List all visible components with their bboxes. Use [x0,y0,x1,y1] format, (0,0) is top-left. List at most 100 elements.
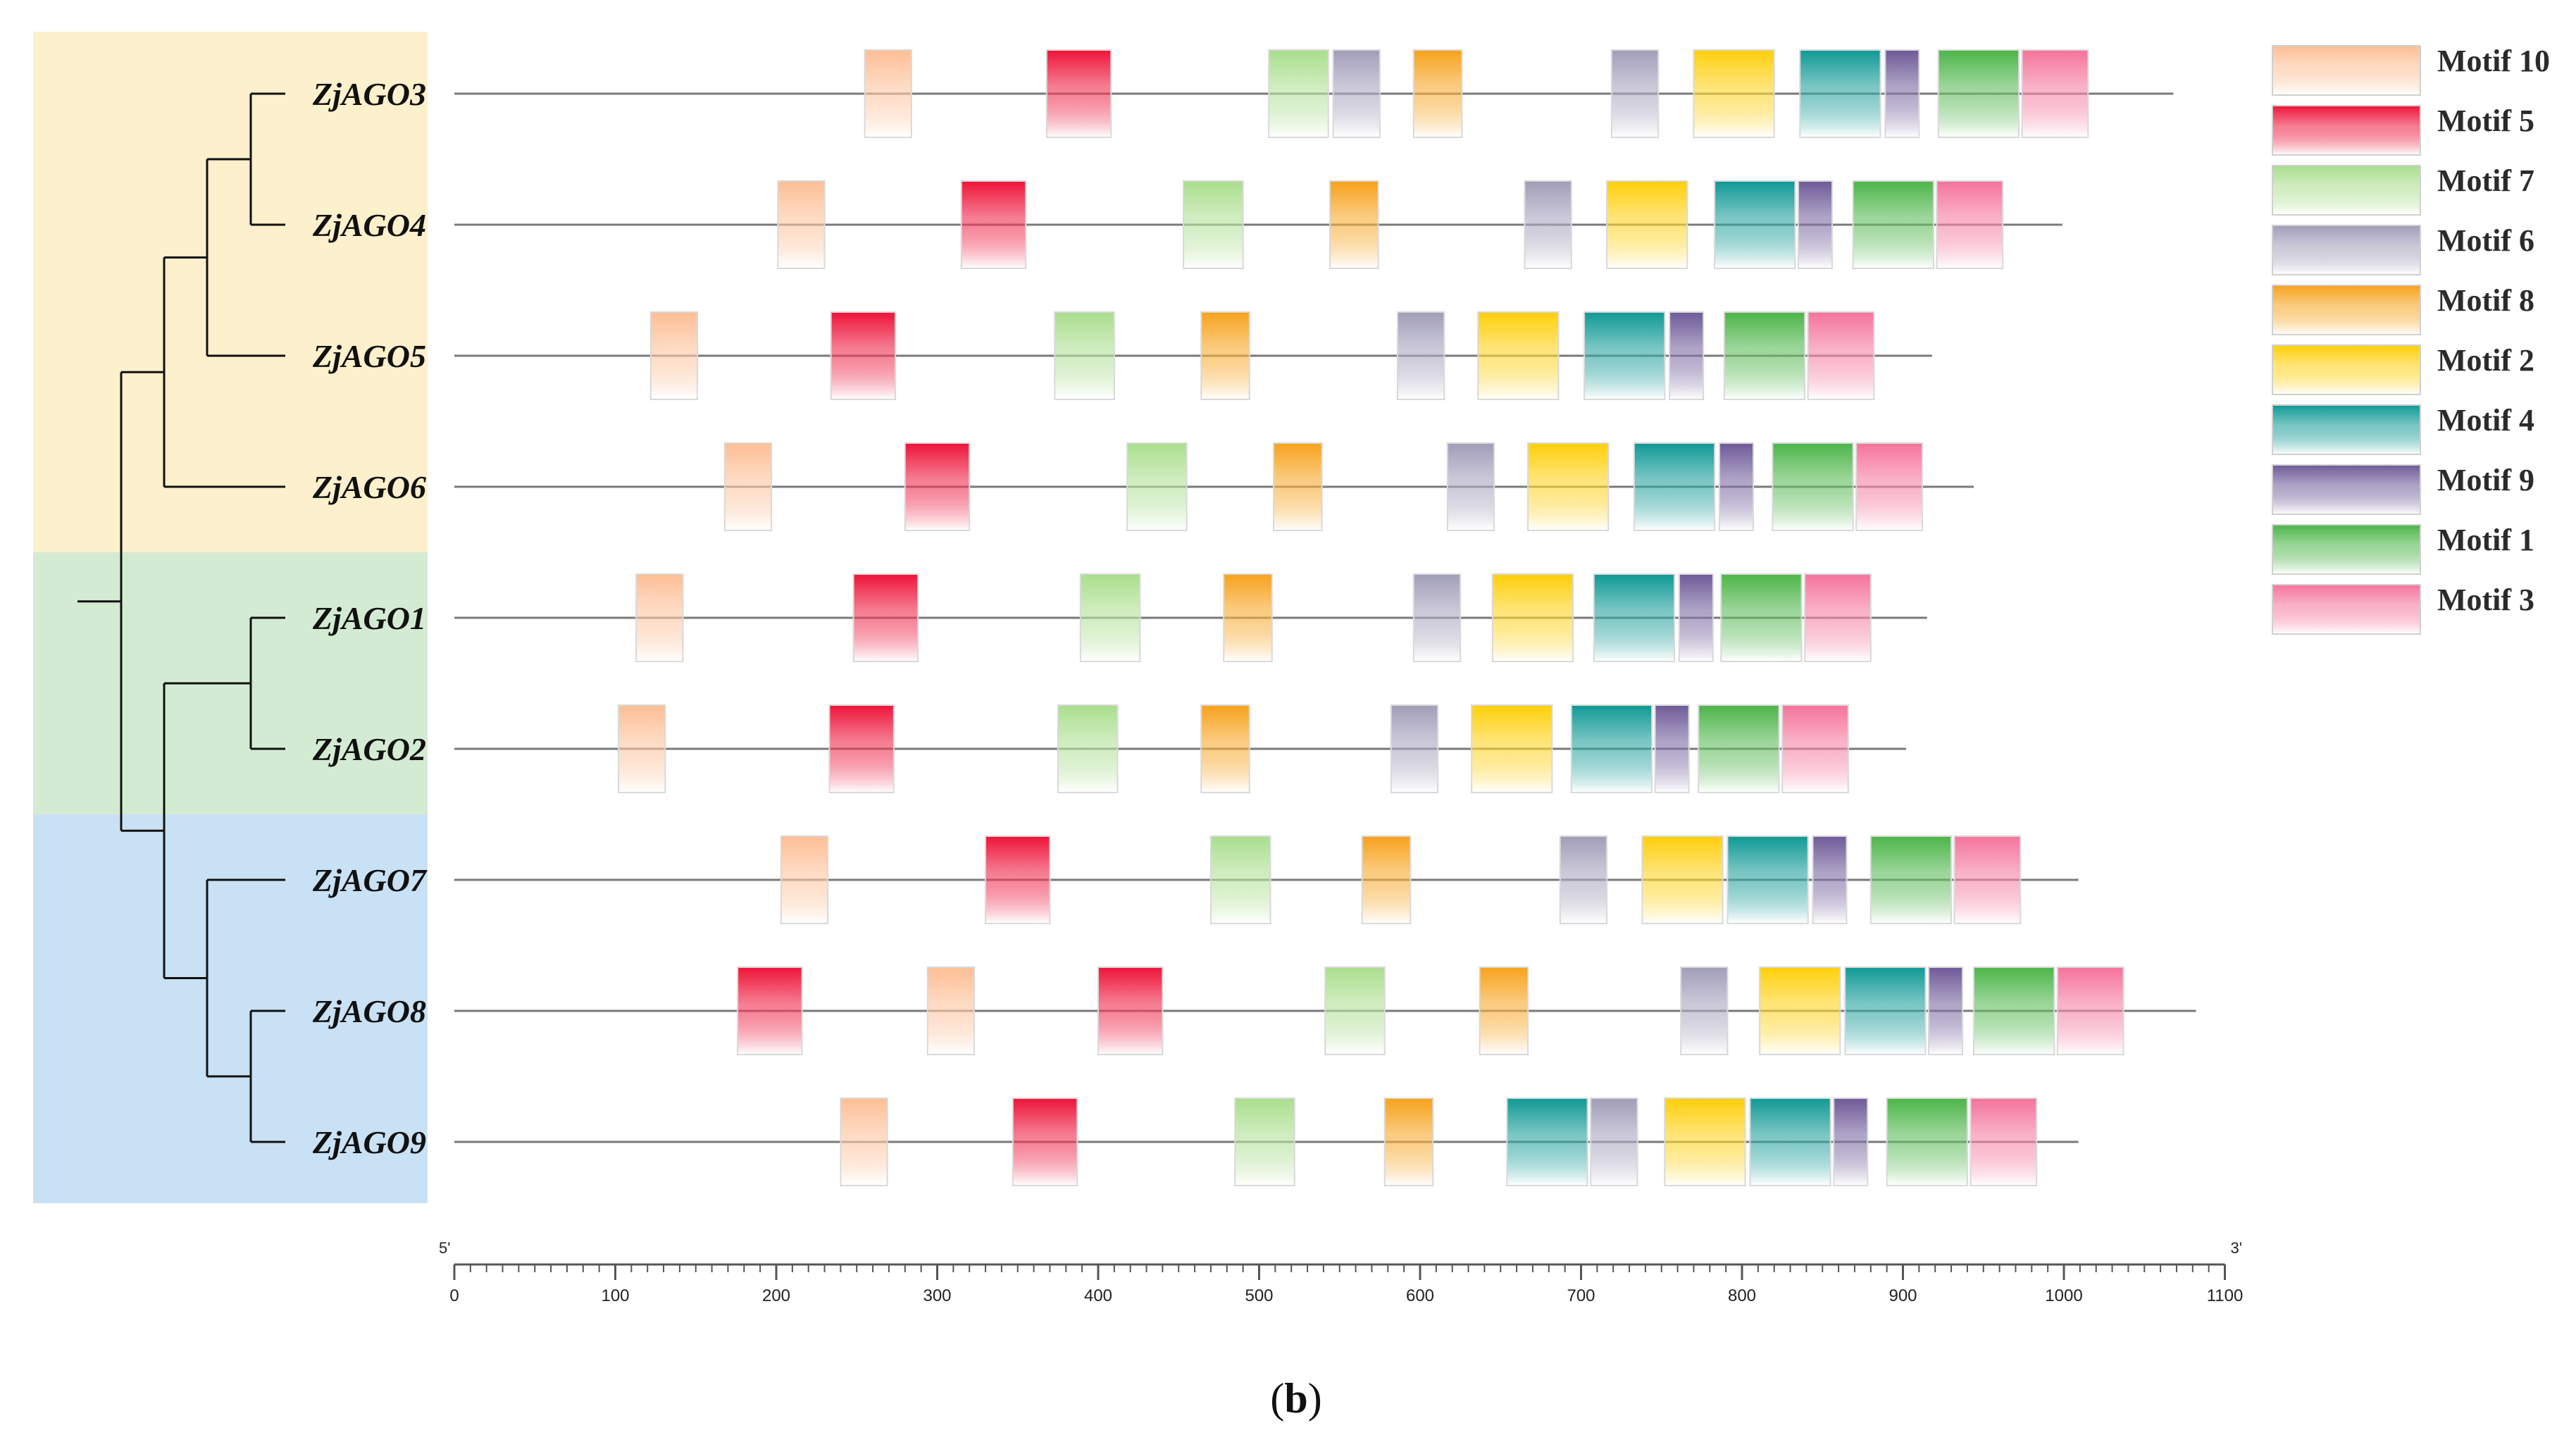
motif-box-m10 [780,835,829,924]
legend-swatch [2272,584,2421,635]
motif-box-m9 [1669,311,1705,400]
axis-tick-label: 600 [1406,1286,1434,1305]
axis-tick-label: 800 [1728,1286,1756,1305]
motif-box-m5 [960,180,1027,269]
axis-tick-label: 300 [923,1286,951,1305]
motif-box-m2 [1759,966,1841,1055]
motif-box-m8 [1273,442,1323,531]
axis-tick-label: 400 [1084,1286,1112,1305]
motif-box-m4 [1799,49,1881,138]
legend-swatch [2272,344,2421,395]
motif-legend: Motif 10 Motif 5 Motif 7 Motif 6 Motif 8 Moti… [2272,44,2550,635]
axis-tick-label: 0 [449,1286,459,1305]
motif-box-m2 [1527,442,1610,531]
clade-yellow-band [33,32,428,552]
axis-tick-label: 100 [601,1286,629,1305]
motif-box-m4 [1714,180,1796,269]
motif-box-m6 [1412,573,1462,662]
legend-label: Motif 9 [2437,463,2534,497]
legend-item-m10: Motif 10 [2272,44,2550,96]
motif-box-m9 [1928,966,1964,1055]
motif-box-m6 [1524,180,1572,269]
motif-box-m7 [1054,311,1115,400]
legend-label: Motif 10 [2437,44,2550,78]
legend-swatch [2272,225,2421,275]
axis-3prime-label: 3' [2231,1239,2242,1257]
legend-item-m4: Motif 4 [2272,403,2534,455]
legend-swatch [2272,464,2421,515]
motif-box-m5 [904,442,971,531]
length-axis: 0 100 200 300 400 500 600 700 800 900 1000 1100 5' 3' [439,1239,2243,1305]
motif-box-m9 [1884,49,1920,138]
motif-box-m8 [1361,835,1412,924]
motif-box-m1 [1698,704,1780,793]
panel-label-letter: b [1284,1375,1307,1422]
motif-box-m8 [1383,1098,1434,1186]
motif-box-m8 [1200,704,1250,793]
legend-label: Motif 2 [2437,343,2534,378]
motif-box-m10 [635,573,684,662]
motif-box-m3 [1804,573,1872,662]
motif-box-m4 [1506,1098,1588,1186]
motif-box-m10 [864,49,912,138]
gene-row-zjago2: ZjAGO2 [312,704,1907,793]
motif-box-m7 [1268,49,1329,138]
panel-label-open: ( [1270,1375,1284,1422]
motif-box-m2 [1477,311,1560,400]
motif-box-m8 [1200,311,1250,400]
axis-5prime-label: 5' [439,1239,450,1257]
gene-label: ZjAGO4 [312,207,426,243]
motif-box-m5 [1045,49,1112,138]
motif-box-m10 [777,180,826,269]
legend-label: Motif 3 [2437,583,2534,617]
motif-box-m5 [830,311,897,400]
motif-box-m3 [1953,835,2022,924]
motif-box-m5 [852,573,919,662]
axis-tick-label: 1100 [2207,1286,2244,1305]
legend-label: Motif 6 [2437,223,2534,258]
motif-box-m1 [1720,573,1803,662]
legend-label: Motif 5 [2437,104,2534,138]
motif-box-m1 [1937,49,2020,138]
motif-box-m4 [1749,1098,1831,1186]
legend-item-m9: Motif 9 [2272,463,2534,515]
legend-swatch [2272,45,2421,96]
motif-box-m7 [1209,835,1271,924]
motif-box-m1 [1869,835,1953,924]
motif-box-m8 [1412,49,1463,138]
motif-box-m7 [1183,180,1244,269]
gene-label: ZjAGO9 [312,1124,426,1160]
legend-item-m7: Motif 7 [2272,163,2534,216]
motif-box-m4 [1844,966,1927,1055]
gene-label: ZjAGO5 [312,338,426,374]
motif-box-m5 [1097,966,1164,1055]
legend-swatch [2272,524,2421,575]
gene-row-zjago7: ZjAGO7 [312,835,2079,924]
motif-box-m1 [1886,1098,1968,1186]
motif-box-m1 [1723,311,1806,400]
legend-label: Motif 7 [2437,163,2534,198]
motif-box-m8 [1329,180,1379,269]
motif-box-m9 [1719,442,1754,531]
motif-box-m3 [1970,1098,2038,1186]
motif-box-m9 [1678,573,1714,662]
axis-tick-label: 500 [1245,1286,1273,1305]
gene-row-zjago8: ZjAGO8 [312,966,2196,1055]
motif-box-m5 [737,966,803,1055]
phylogenetic-tree [77,92,285,1143]
motif-box-m6 [1332,49,1381,138]
legend-label: Motif 1 [2437,523,2534,557]
motif-box-m7 [1057,704,1119,793]
legend-item-m3: Motif 3 [2272,583,2534,635]
motif-box-m7 [1079,573,1141,662]
motif-box-m9 [1797,180,1833,269]
motif-box-m1 [1852,180,1934,269]
gene-row-zjago6: ZjAGO6 [312,442,1974,531]
motif-box-m8 [1223,573,1273,662]
motif-box-m2 [1471,704,1553,793]
motif-box-m6 [1559,835,1608,924]
legend-swatch [2272,105,2421,156]
motif-box-m6 [1397,311,1445,400]
gene-row-zjago1: ZjAGO1 [312,573,1927,662]
